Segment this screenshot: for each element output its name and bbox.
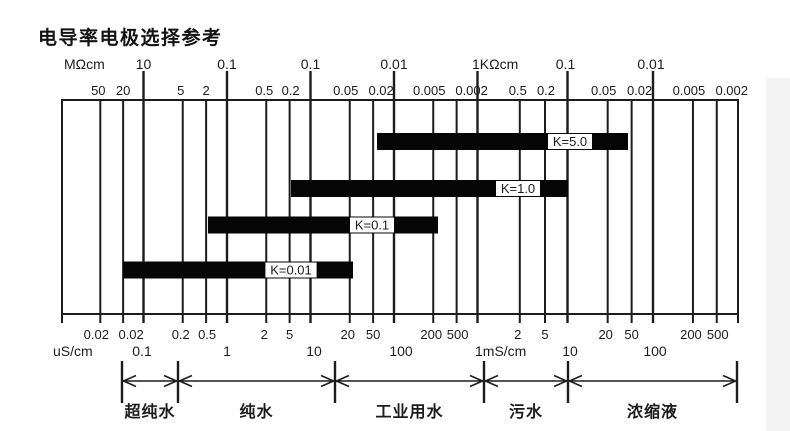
bottom-axis-major-label: 100 — [389, 343, 413, 359]
k-bar-label-box — [496, 181, 540, 196]
bottom-axis-major-label: 0.1 — [132, 343, 152, 359]
bottom-axis-minor-label: 5 — [541, 327, 548, 342]
water-range-label: 纯水 — [239, 402, 273, 421]
top-axis-minor-label: 0.5 — [509, 83, 527, 98]
arrowhead-left-icon — [121, 374, 137, 388]
top-axis-minor-label: 0.005 — [413, 83, 446, 98]
bottom-axis-minor-label: 20 — [598, 327, 612, 342]
k-bar-label: K=0.01 — [270, 263, 312, 278]
k-bar-label: K=0.1 — [355, 218, 389, 233]
top-axis-minor-label: 5 — [177, 83, 184, 98]
arrowhead-left-icon — [177, 374, 193, 388]
arrowhead-right-icon — [722, 374, 738, 388]
arrowhead-left-icon — [567, 374, 583, 388]
arrowhead-right-icon — [320, 374, 336, 388]
k-bar-label-box — [548, 134, 592, 149]
page-margin-shade — [766, 78, 790, 431]
bottom-axis-minor-label: 200 — [420, 327, 442, 342]
top-axis-minor-label: 0.002 — [715, 83, 748, 98]
top-axis-minor-label: 0.002 — [455, 83, 488, 98]
arrowhead-right-icon — [553, 374, 569, 388]
top-axis-minor-label: 2 — [203, 83, 210, 98]
top-axis-major-label: 0.1 — [217, 56, 237, 72]
top-axis-major-label: 0.1 — [301, 56, 321, 72]
chart-frame — [61, 99, 739, 315]
top-axis-major-label: MΩcm — [64, 56, 105, 72]
top-axis-minor-label: 50 — [91, 83, 105, 98]
bottom-axis-minor-label: 0.02 — [84, 327, 109, 342]
k-bar-label: K=1.0 — [501, 181, 535, 196]
arrowhead-left-icon — [483, 374, 499, 388]
k-bar-label-box — [265, 262, 317, 278]
arrowhead-right-icon — [163, 374, 179, 388]
bottom-axis-major-label: 10 — [562, 343, 578, 359]
bottom-axis-major-label: 10 — [306, 343, 322, 359]
top-axis-major-label: 0.01 — [380, 56, 407, 72]
top-axis-minor-label: 0.2 — [537, 83, 555, 98]
top-axis-minor-label: 0.02 — [627, 83, 652, 98]
top-axis-minor-label: 0.05 — [591, 83, 616, 98]
top-axis-minor-label: 0.05 — [333, 83, 358, 98]
bottom-axis-minor-label: 2 — [261, 327, 268, 342]
k-range-bar — [123, 261, 353, 279]
k-range-bar — [208, 216, 438, 234]
bottom-axis-minor-label: 500 — [447, 327, 469, 342]
arrowhead-right-icon — [469, 374, 485, 388]
top-axis-minor-label: 0.02 — [368, 83, 393, 98]
bottom-axis-minor-label: 0.5 — [198, 327, 216, 342]
bottom-axis-major-label: 1 — [223, 343, 231, 359]
bottom-axis-minor-label: 200 — [680, 327, 702, 342]
bottom-axis-major-label: 100 — [643, 343, 667, 359]
bottom-axis-major-label: 1mS/cm — [475, 343, 526, 359]
bottom-axis-minor-label: 500 — [707, 327, 729, 342]
bottom-axis-minor-label: 0.2 — [172, 327, 190, 342]
top-axis-major-label: 10 — [136, 56, 152, 72]
top-axis-major-label: 0.1 — [556, 56, 576, 72]
k-bar-label: K=5.0 — [553, 134, 587, 149]
page-title: 电导率电极选择参考 — [38, 27, 223, 49]
water-range-label: 超纯水 — [123, 402, 175, 421]
top-axis-minor-label: 0.2 — [282, 83, 300, 98]
arrowhead-left-icon — [334, 374, 350, 388]
top-axis-minor-label: 0.005 — [673, 83, 706, 98]
bottom-axis-minor-label: 2 — [514, 327, 521, 342]
bottom-axis-minor-label: 50 — [366, 327, 380, 342]
bottom-axis-major-label: uS/cm — [53, 343, 93, 359]
water-range-label: 污水 — [509, 402, 543, 421]
bottom-axis-minor-label: 5 — [286, 327, 293, 342]
top-axis-major-label: 0.01 — [637, 56, 664, 72]
water-range-label: 浓缩液 — [627, 402, 678, 421]
top-axis-major-label: 1KΩcm — [472, 56, 518, 72]
bottom-axis-minor-label: 0.02 — [118, 327, 143, 342]
top-axis-minor-label: 20 — [116, 83, 130, 98]
k-bar-label-box — [350, 217, 394, 233]
top-axis-minor-label: 0.5 — [255, 83, 273, 98]
water-range-label: 工业用水 — [375, 402, 443, 421]
bottom-axis-minor-label: 50 — [624, 327, 638, 342]
bottom-axis-minor-label: 20 — [341, 327, 355, 342]
